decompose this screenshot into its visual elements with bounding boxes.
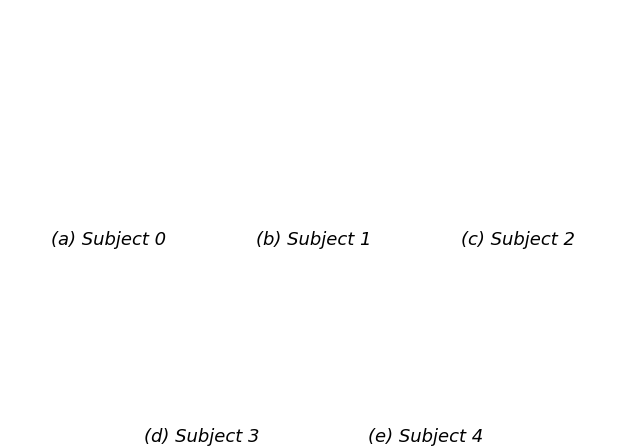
Text: (c) Subject 2: (c) Subject 2 [461, 231, 575, 249]
Text: (d) Subject 3: (d) Subject 3 [144, 428, 259, 446]
Text: (e) Subject 4: (e) Subject 4 [368, 428, 483, 446]
Text: (a) Subject 0: (a) Subject 0 [51, 231, 166, 249]
Text: (b) Subject 1: (b) Subject 1 [256, 231, 371, 249]
